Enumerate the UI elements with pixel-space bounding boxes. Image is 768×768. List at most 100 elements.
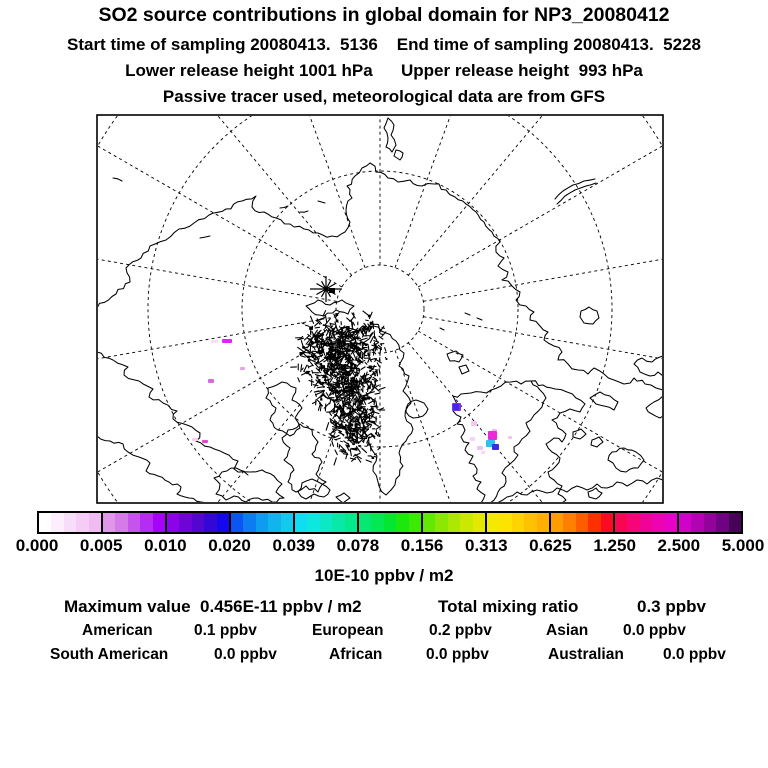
colorbar-step bbox=[499, 513, 512, 532]
colorbar-step bbox=[88, 513, 102, 532]
colorbar-tick-label: 5.000 bbox=[721, 536, 765, 555]
european-value: 0.2 ppbv bbox=[429, 622, 492, 639]
colorbar-step bbox=[679, 513, 692, 532]
stats-line-2: American 0.1 ppbv European 0.2 ppbv Asia… bbox=[0, 622, 768, 642]
colorbar-step bbox=[51, 513, 64, 532]
map-frame bbox=[96, 114, 664, 504]
colorbar-tick-label: 2.500 bbox=[657, 536, 701, 555]
colorbar-step bbox=[627, 513, 640, 532]
colorbar-units-label: 10E-10 ppbv / m2 bbox=[314, 566, 454, 585]
african-label: African bbox=[329, 646, 383, 663]
graticule bbox=[98, 116, 662, 502]
concentration-dots bbox=[192, 339, 512, 454]
australian-value: 0.0 ppbv bbox=[663, 646, 726, 663]
trajectory-cluster bbox=[290, 310, 388, 466]
colorbar-tick-label: 0.625 bbox=[529, 536, 572, 555]
colorbar-step bbox=[255, 513, 269, 532]
colorbar-step bbox=[447, 513, 461, 532]
colorbar-step bbox=[268, 513, 281, 532]
asian-label: Asian bbox=[546, 622, 589, 639]
colorbar-step bbox=[383, 513, 397, 532]
release-height-line: Lower release height 1001 hPa Upper rele… bbox=[125, 61, 643, 80]
tracer-info-line: Passive tracer used, meteorological data… bbox=[162, 87, 606, 106]
colorbar-segment bbox=[549, 513, 614, 532]
colorbar-step bbox=[167, 513, 180, 532]
colorbar-segment bbox=[677, 513, 742, 532]
colorbar-tick-label: 0.010 bbox=[144, 536, 187, 555]
colorbar-step bbox=[152, 513, 166, 532]
colorbar-segment bbox=[357, 513, 422, 532]
colorbar-step bbox=[536, 513, 550, 532]
colorbar-tick-label: 0.020 bbox=[208, 536, 251, 555]
colorbar-step bbox=[716, 513, 729, 532]
colorbar-step bbox=[524, 513, 537, 532]
colorbar-step bbox=[615, 513, 628, 532]
colorbar-step bbox=[307, 513, 320, 532]
colorbar-step bbox=[191, 513, 205, 532]
african-value: 0.0 ppbv bbox=[426, 646, 489, 663]
colorbar-step bbox=[76, 513, 89, 532]
colorbar-segment bbox=[485, 513, 550, 532]
colorbar-tick-label: 0.039 bbox=[272, 536, 315, 555]
colorbar bbox=[37, 511, 743, 534]
european-label: European bbox=[312, 622, 384, 639]
colorbar-step bbox=[472, 513, 486, 532]
stats-line-3: South American 0.0 ppbv African 0.0 ppbv… bbox=[0, 646, 768, 666]
colorbar-step bbox=[652, 513, 665, 532]
south-american-label: South American bbox=[50, 646, 169, 663]
colorbar-segment bbox=[229, 513, 294, 532]
american-value: 0.1 ppbv bbox=[194, 622, 257, 639]
colorbar-step bbox=[371, 513, 384, 532]
colorbar-step bbox=[39, 513, 52, 532]
colorbar-step bbox=[487, 513, 500, 532]
colorbar-tick-labels: 0.000 0.005 0.010 0.020 0.039 0.078 0.156 0.313… bbox=[0, 536, 768, 556]
colorbar-step bbox=[140, 513, 153, 532]
south-american-value: 0.0 ppbv bbox=[214, 646, 277, 663]
colorbar-step bbox=[216, 513, 230, 532]
colorbar-step bbox=[295, 513, 308, 532]
colorbar-step bbox=[563, 513, 576, 532]
np3-station-marker bbox=[310, 276, 342, 302]
colorbar-step bbox=[319, 513, 333, 532]
colorbar-segment bbox=[101, 513, 166, 532]
colorbar-segment bbox=[39, 513, 102, 532]
colorbar-step bbox=[664, 513, 678, 532]
colorbar-step bbox=[127, 513, 141, 532]
colorbar-tick-label: 1.250 bbox=[593, 536, 636, 555]
colorbar-step bbox=[344, 513, 358, 532]
colorbar-step bbox=[460, 513, 473, 532]
colorbar-segment bbox=[293, 513, 358, 532]
plot-title: SO2 source contributions in global domai… bbox=[98, 4, 670, 26]
coastlines bbox=[98, 117, 662, 502]
colorbar-step bbox=[231, 513, 244, 532]
colorbar-tick-label: 0.000 bbox=[15, 536, 59, 555]
colorbar-step bbox=[423, 513, 436, 532]
colorbar-tick-label: 0.078 bbox=[336, 536, 380, 555]
american-label: American bbox=[82, 622, 153, 639]
australian-label: Australian bbox=[548, 646, 624, 663]
colorbar-step bbox=[396, 513, 409, 532]
colorbar-tick-label: 0.156 bbox=[400, 536, 444, 555]
colorbar-step bbox=[703, 513, 717, 532]
maximum-value-label: Maximum value 0.456E-11 ppbv / m2 bbox=[64, 597, 362, 616]
colorbar-step bbox=[204, 513, 217, 532]
colorbar-tick-label: 0.005 bbox=[79, 536, 123, 555]
colorbar-step bbox=[639, 513, 653, 532]
colorbar-step bbox=[511, 513, 525, 532]
colorbar-step bbox=[691, 513, 704, 532]
colorbar-tick-label: 0.313 bbox=[464, 536, 508, 555]
colorbar-step bbox=[103, 513, 116, 532]
colorbar-step bbox=[243, 513, 256, 532]
colorbar-step bbox=[359, 513, 372, 532]
colorbar-step bbox=[575, 513, 589, 532]
colorbar-step bbox=[551, 513, 564, 532]
colorbar-step bbox=[408, 513, 422, 532]
colorbar-segment bbox=[613, 513, 678, 532]
colorbar-step bbox=[115, 513, 128, 532]
colorbar-step bbox=[280, 513, 294, 532]
colorbar-step bbox=[600, 513, 614, 532]
total-mixing-ratio-label: Total mixing ratio bbox=[438, 597, 579, 616]
colorbar-step bbox=[179, 513, 192, 532]
colorbar-step bbox=[63, 513, 77, 532]
